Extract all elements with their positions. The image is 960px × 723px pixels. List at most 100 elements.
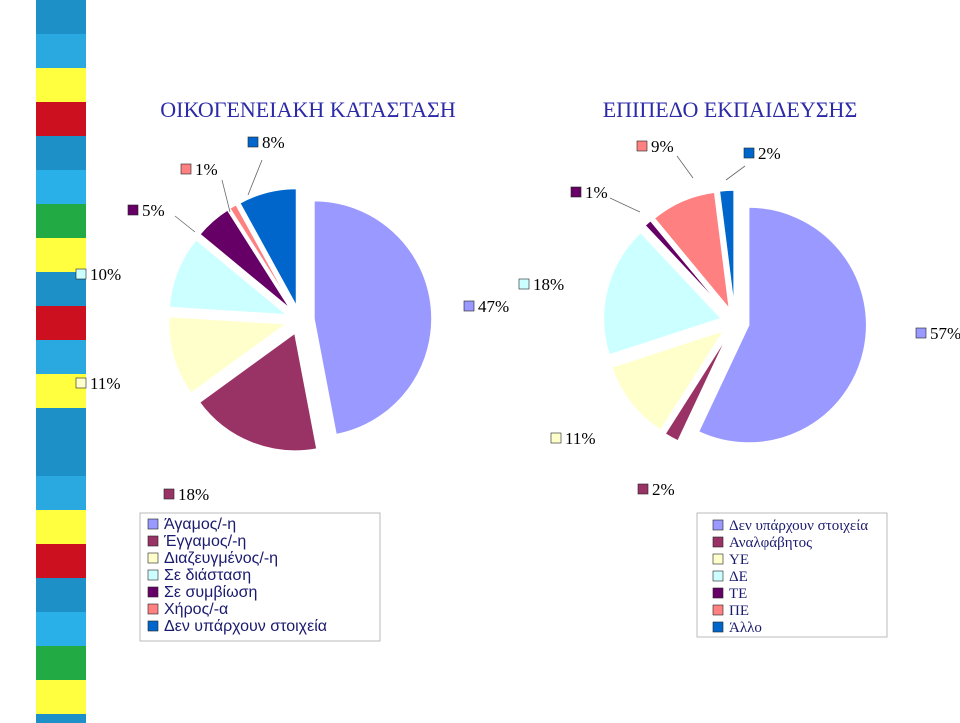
legend-swatch bbox=[712, 553, 724, 565]
pie-slice-1 bbox=[697, 206, 868, 444]
legend-item-label: Αναλφάβητος bbox=[729, 535, 812, 551]
stripe-block bbox=[36, 646, 86, 680]
pie-slice-label: 2% bbox=[652, 480, 675, 499]
pie-marital-labels: 47% 18% 11% 10% 5% 1% 8% bbox=[75, 133, 509, 504]
stripe-block bbox=[36, 102, 86, 136]
label-swatch bbox=[75, 268, 87, 280]
legend-education: Δεν υπάρχουν στοιχείαΑναλφάβητοςΥΕΔΕΤΕΠΕ… bbox=[712, 518, 868, 636]
legend-box-marital bbox=[139, 512, 381, 642]
legend-swatch bbox=[712, 621, 724, 633]
legend-swatch bbox=[712, 570, 724, 582]
pie-marital bbox=[167, 187, 433, 452]
pie-slice-3 bbox=[610, 329, 726, 432]
label-swatch bbox=[247, 136, 259, 148]
legend-swatch bbox=[147, 586, 159, 598]
leader-line bbox=[221, 179, 231, 213]
legend-item-label: ΔΕ bbox=[729, 569, 748, 585]
pie-slice-2 bbox=[663, 333, 729, 443]
legend-swatch bbox=[147, 603, 159, 615]
label-swatch bbox=[636, 140, 648, 152]
pie-slice-4 bbox=[602, 231, 723, 356]
legend-item-label: Έγγαμος/-η bbox=[163, 533, 246, 550]
pie-slice-label: 18% bbox=[533, 275, 564, 294]
label-swatch bbox=[550, 432, 562, 444]
pie-slice-4 bbox=[168, 238, 290, 316]
legend-swatch bbox=[147, 620, 159, 632]
pie-slice-label: 11% bbox=[565, 429, 596, 448]
leader-line bbox=[676, 155, 694, 179]
legend-swatch bbox=[712, 536, 724, 548]
stripe-block bbox=[36, 544, 86, 578]
pie-slice-5 bbox=[643, 219, 727, 313]
stripe-block bbox=[36, 408, 86, 442]
pie-slice-label: 5% bbox=[142, 201, 165, 220]
pie-slice-label: 2% bbox=[758, 144, 781, 163]
pie-slice-2 bbox=[198, 331, 318, 452]
label-swatch bbox=[180, 163, 192, 175]
label-swatch bbox=[518, 278, 530, 290]
stripe-block bbox=[36, 442, 86, 476]
pie-slice-label: 10% bbox=[90, 265, 121, 284]
label-swatch bbox=[570, 186, 582, 198]
pie-slice-6 bbox=[653, 191, 731, 312]
pie-slice-1 bbox=[313, 199, 433, 436]
pie-slice-5 bbox=[198, 208, 292, 311]
leader-line bbox=[174, 215, 196, 233]
stripe-block bbox=[36, 340, 86, 374]
stripe-block bbox=[36, 510, 86, 544]
stripe-block bbox=[36, 578, 86, 612]
legend-box-education bbox=[696, 512, 888, 638]
label-swatch bbox=[743, 147, 755, 159]
legend-item-label: Άλλο bbox=[729, 620, 762, 636]
pie-slice-label: 57% bbox=[930, 324, 960, 343]
label-swatch bbox=[163, 488, 175, 500]
legend-swatch bbox=[712, 587, 724, 599]
label-swatch bbox=[463, 300, 475, 312]
legend-item-label: ΥΕ bbox=[729, 552, 749, 568]
chart-title-marital: ΟΙΚΟΓΕΝΕΙΑΚΗ ΚΑΤΑΣΤΑΣΗ bbox=[160, 97, 456, 122]
stripe-block bbox=[36, 136, 86, 170]
stripe-block bbox=[36, 476, 86, 510]
label-swatch bbox=[915, 327, 927, 339]
stripe-block bbox=[36, 0, 86, 34]
pie-slice-7 bbox=[718, 189, 735, 309]
stripe-block bbox=[36, 238, 86, 272]
leader-line bbox=[247, 159, 263, 196]
pie-slice-7 bbox=[238, 187, 298, 307]
legend-item-label: Διαζευγμένος/-η bbox=[164, 550, 278, 567]
pie-slice-3 bbox=[167, 315, 289, 395]
stripe-block bbox=[36, 306, 86, 340]
pie-slice-6 bbox=[228, 203, 294, 309]
legend-swatch bbox=[712, 604, 724, 616]
pie-slice-label: 11% bbox=[90, 374, 121, 393]
stripe-block bbox=[36, 714, 86, 723]
label-swatch bbox=[637, 483, 649, 495]
label-swatch bbox=[75, 377, 87, 389]
pie-slice-label: 9% bbox=[651, 137, 674, 156]
stripe-block bbox=[36, 170, 86, 204]
pie-slice-label: 18% bbox=[178, 485, 209, 504]
pie-education bbox=[602, 189, 868, 444]
chart-title-education: ΕΠΙΠΕΔΟ ΕΚΠΑΙΔΕΥΣΗΣ bbox=[603, 97, 858, 122]
legend-swatch bbox=[147, 569, 159, 581]
legend-item-label: Δεν υπάρχουν στοιχεία bbox=[164, 618, 327, 635]
legend-item-label: Χήρος/-α bbox=[164, 601, 228, 618]
stripe-block bbox=[36, 34, 86, 68]
decorative-stripe bbox=[36, 0, 86, 723]
legend-item-label: ΠΕ bbox=[729, 603, 749, 619]
leader-line bbox=[609, 197, 641, 213]
legend-swatch bbox=[147, 552, 159, 564]
legend-item-label: Άγαμος/-η bbox=[164, 516, 236, 533]
pie-slice-label: 1% bbox=[585, 183, 608, 202]
legend-swatch bbox=[712, 519, 724, 531]
stripe-block bbox=[36, 204, 86, 238]
stripe-block bbox=[36, 68, 86, 102]
legend-item-label: Σε συμβίωση bbox=[164, 584, 257, 601]
pie-slice-label: 8% bbox=[262, 133, 285, 152]
stripe-block bbox=[36, 680, 86, 714]
pie-slice-label: 1% bbox=[195, 160, 218, 179]
legend-item-label: Δεν υπάρχουν στοιχεία bbox=[729, 518, 868, 534]
label-swatch bbox=[127, 204, 139, 216]
